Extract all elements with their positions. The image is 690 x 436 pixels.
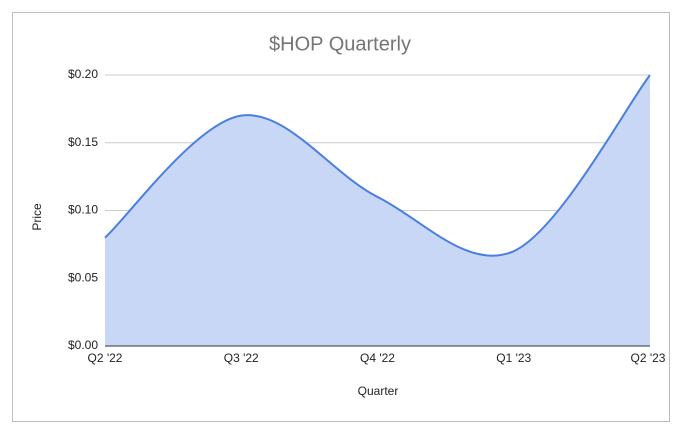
y-tick-label: $0.05 <box>68 270 98 284</box>
y-tick-label: $0.15 <box>68 135 98 149</box>
x-tick-label: Q2 '23 <box>631 351 666 365</box>
area-line <box>104 74 651 257</box>
area-fill <box>105 75 650 346</box>
x-axis-label: Quarter <box>358 384 399 398</box>
x-tick-label: Q4 '22 <box>360 351 395 365</box>
y-tick-label: $0.10 <box>68 203 98 217</box>
chart-title: $HOP Quarterly <box>269 33 411 55</box>
y-tick-label: $0.20 <box>68 67 98 81</box>
x-tick-label: Q3 '22 <box>224 351 259 365</box>
y-axis-label: Price <box>30 203 44 231</box>
x-tick-label: Q1 '23 <box>496 351 531 365</box>
y-tick-label: $0.00 <box>68 338 98 352</box>
x-tick-label: Q2 '22 <box>88 351 123 365</box>
